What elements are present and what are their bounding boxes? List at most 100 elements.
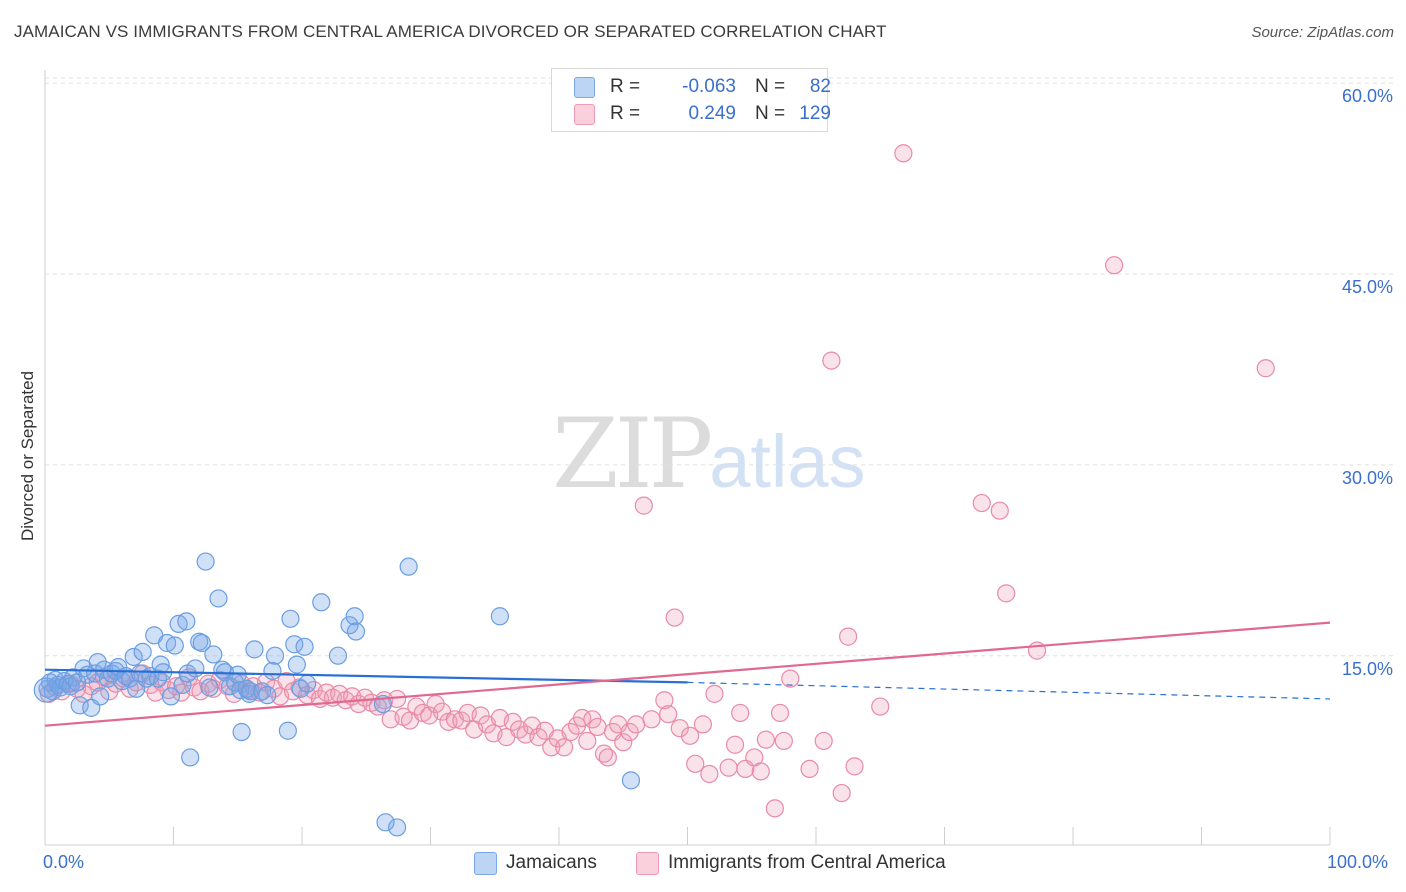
- legend-n-value: 82: [809, 76, 831, 97]
- data-point-central-america: [614, 733, 633, 752]
- legend-n-label: N =: [755, 76, 786, 97]
- data-point-central-america: [620, 722, 639, 742]
- data-point-jamaicans: [328, 646, 348, 665]
- data-point-central-america: [471, 706, 490, 725]
- data-point-central-america: [1105, 256, 1124, 275]
- data-point-jamaicans: [346, 622, 366, 641]
- x-tick-label-0: 0.0%: [43, 852, 85, 872]
- data-point-jamaicans: [177, 612, 196, 631]
- y-tick-label-30: 30.0%: [1341, 468, 1393, 488]
- data-point-jamaicans: [186, 659, 205, 678]
- data-point-jamaicans: [124, 647, 143, 667]
- legend-swatch-blue: [574, 77, 595, 98]
- data-point-central-america: [814, 731, 833, 751]
- data-point-central-america: [751, 762, 770, 781]
- data-point-jamaicans: [298, 674, 317, 693]
- data-point-central-america: [832, 783, 851, 803]
- data-point-jamaicans: [181, 748, 200, 767]
- data-point-central-america: [598, 748, 617, 767]
- data-point-central-america: [725, 735, 745, 754]
- data-point-central-america: [845, 757, 864, 776]
- data-point-jamaicans: [228, 665, 247, 684]
- data-point-jamaicans: [173, 675, 192, 695]
- data-point-central-america: [800, 759, 819, 779]
- data-point-central-america: [997, 584, 1016, 603]
- data-point-jamaicans: [399, 557, 418, 576]
- data-point-central-america: [578, 731, 597, 751]
- legend-n-label: N =: [755, 103, 786, 124]
- data-point-central-america: [588, 717, 607, 737]
- data-point-jamaicans: [312, 593, 331, 612]
- data-point-central-america: [719, 758, 738, 777]
- data-point-central-america: [503, 712, 522, 731]
- data-point-central-america: [655, 691, 674, 710]
- data-point-central-america: [822, 351, 841, 370]
- data-point-central-america: [770, 703, 790, 723]
- data-point-jamaicans: [70, 696, 89, 715]
- bottom-legend-label: Immigrants from Central America: [668, 852, 946, 873]
- data-point-central-america: [871, 697, 890, 716]
- data-point-jamaicans: [621, 771, 641, 790]
- chart-title: JAMAICAN VS IMMIGRANTS FROM CENTRAL AMER…: [14, 22, 887, 41]
- data-point-jamaicans: [232, 722, 251, 742]
- data-point-central-america: [839, 627, 858, 646]
- data-point-jamaicans: [204, 645, 223, 664]
- data-point-central-america: [1256, 359, 1275, 378]
- data-point-jamaicans: [265, 646, 285, 665]
- data-point-central-america: [781, 669, 800, 688]
- trend-line-jamaicans: [44, 668, 688, 684]
- data-point-central-america: [765, 799, 784, 818]
- bottom-legend-label: Jamaicans: [506, 852, 597, 873]
- data-point-central-america: [659, 705, 678, 724]
- trend-line-central-america: [44, 621, 1331, 727]
- data-point-jamaicans: [278, 721, 297, 740]
- data-point-central-america: [990, 501, 1009, 520]
- legend-r-label: R =: [610, 103, 641, 124]
- data-point-jamaicans: [295, 637, 314, 656]
- data-point-central-america: [542, 738, 561, 757]
- source-note: Source: ZipAtlas.com: [1251, 24, 1394, 41]
- data-point-central-america: [693, 715, 713, 734]
- data-point-central-america: [642, 710, 661, 729]
- legend-r-value: 0.249: [688, 103, 736, 124]
- data-point-jamaicans: [165, 636, 184, 655]
- bottom-legend-swatch-pink: [636, 852, 659, 875]
- data-point-jamaicans: [209, 589, 228, 608]
- data-point-jamaicans: [245, 640, 264, 659]
- x-tick-label-100: 100.0%: [1327, 852, 1389, 872]
- data-point-central-america: [894, 144, 913, 163]
- data-point-central-america: [774, 731, 793, 751]
- bottom-legend-swatch-blue: [474, 852, 497, 875]
- data-point-central-america: [426, 694, 445, 714]
- legend-r-label: R =: [610, 76, 641, 97]
- data-point-jamaicans: [287, 655, 306, 674]
- data-point-jamaicans: [133, 642, 152, 661]
- data-point-central-america: [686, 754, 705, 773]
- correlation-legend: R = -0.063 N = 82 R = 0.249 N = 129: [551, 68, 831, 132]
- data-point-jamaicans: [281, 609, 300, 628]
- legend-n-value: 129: [799, 103, 831, 124]
- data-point-jamaicans: [258, 686, 277, 705]
- data-point-central-america: [665, 608, 684, 627]
- y-tick-label-45: 45.0%: [1341, 277, 1393, 297]
- legend-r-value: -0.063: [682, 76, 736, 97]
- data-point-central-america: [452, 711, 471, 730]
- data-point-jamaicans: [200, 678, 219, 697]
- data-point-central-america: [680, 726, 700, 745]
- data-point-central-america: [972, 493, 991, 513]
- data-point-jamaicans: [490, 607, 509, 626]
- data-point-jamaicans: [345, 607, 364, 626]
- data-point-jamaicans: [263, 661, 282, 681]
- data-point-jamaicans: [196, 552, 215, 571]
- data-point-jamaicans: [376, 813, 395, 832]
- data-point-central-america: [555, 738, 574, 757]
- data-point-central-america: [634, 496, 653, 515]
- y-tick-label-60: 60.0%: [1341, 86, 1393, 106]
- y-tick-label-15: 15.0%: [1341, 659, 1393, 679]
- data-point-central-america: [756, 730, 775, 749]
- data-point-central-america: [670, 719, 689, 738]
- data-point-jamaicans: [192, 633, 211, 653]
- data-point-jamaicans-cluster: [33, 677, 59, 703]
- data-point-jamaicans: [387, 818, 407, 837]
